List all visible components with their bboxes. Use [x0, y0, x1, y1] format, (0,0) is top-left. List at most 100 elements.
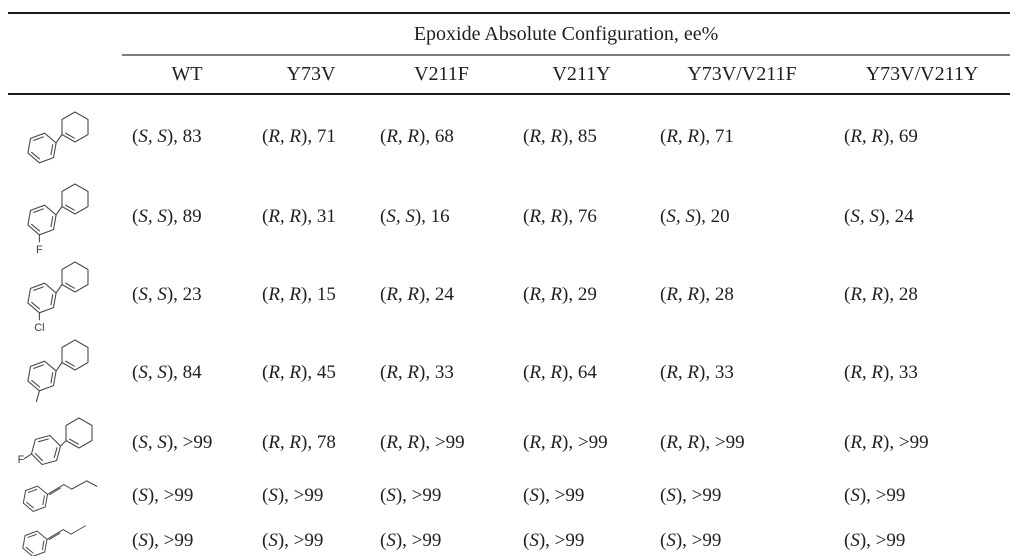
- configuration-letters: R, R: [386, 284, 420, 305]
- configuration-letters: R, R: [666, 125, 700, 147]
- ee-value-cell: (S, S), 23: [132, 284, 202, 305]
- ee-value-cell: (R, R), 64: [523, 362, 597, 383]
- ee-value-cell: (R, R), 78: [262, 432, 336, 453]
- substrate-row: (S, S), 83 (R, R), 71 (R, R), 68 (R, R), 85…: [8, 94, 1010, 178]
- substrate-structure-cell: Cl: [8, 256, 122, 334]
- configuration-letters: S: [138, 485, 148, 506]
- configuration-letters: R, R: [268, 284, 302, 305]
- substrate-row: F (S, S), 89 (R, R), 31 (S, S), 16 (R, R), 7…: [8, 178, 1010, 256]
- ee-value-cell: (S), >99: [650, 518, 834, 556]
- table-span-header: Epoxide Absolute Configuration, ee%: [122, 13, 1011, 56]
- configuration-letters: R, R: [850, 125, 884, 147]
- configuration-letters: S: [850, 485, 860, 506]
- column-header-y73v: Y73V: [252, 55, 370, 95]
- configuration-letters: R, R: [850, 362, 884, 383]
- ee-value-cell: (S), >99: [513, 518, 650, 556]
- column-header-v211y: V211Y: [513, 55, 650, 95]
- ee-value-cell: (S, S), 84: [132, 362, 202, 383]
- ee-value-cell: (S), >99: [380, 485, 442, 506]
- structure-column-blank: [8, 55, 122, 95]
- configuration-letters: R, R: [666, 284, 700, 305]
- configuration-letters: S, S: [138, 125, 167, 147]
- ee-value-cell: (S, S), 89: [132, 206, 202, 227]
- ee-value-cell: (S), >99: [660, 485, 722, 506]
- configuration-letters: S, S: [138, 362, 167, 383]
- ee-value-cell: (R, R), 45: [262, 362, 336, 383]
- substrate-structure-cell: [8, 518, 122, 556]
- ee-value-cell: (S), >99: [122, 518, 252, 556]
- configuration-letters: S, S: [850, 206, 879, 227]
- table-head: Epoxide Absolute Configuration, ee% WT Y7…: [8, 13, 1011, 95]
- ee-value-cell: (S), >99: [523, 485, 585, 506]
- configuration-letters: R, R: [850, 432, 884, 453]
- ee-value-cell: (R, R), 15: [262, 284, 336, 305]
- structure-column-blank: [8, 13, 122, 55]
- configuration-letters: S, S: [386, 206, 415, 227]
- substrate-structure-cell: [8, 474, 122, 518]
- structure-meta-label-phenyl-cyclohexenyl-icon: Cl: [27, 261, 89, 334]
- configuration-letters: S: [666, 485, 676, 506]
- ee-value-cell: (R, R), 33: [380, 362, 454, 383]
- configuration-letters: S, S: [138, 206, 167, 227]
- ee-value-cell: (S, S), 24: [844, 206, 914, 227]
- structure-phenyl-cyclohexenyl-icon: [27, 110, 89, 163]
- column-header-v211f: V211F: [370, 55, 513, 95]
- structure-phenyl-propenyl-icon: [22, 524, 86, 556]
- configuration-letters: S: [138, 529, 148, 551]
- substrate-structure-cell: F: [8, 178, 122, 256]
- configuration-letters: S: [386, 529, 396, 551]
- substrate-structure-cell: F: [8, 412, 122, 474]
- configuration-letters: R, R: [386, 125, 420, 147]
- structure-phenyl-butenyl-icon: [22, 480, 98, 512]
- ee-value-cell: (S, S), 83: [132, 125, 202, 147]
- substrate-structure-cell: [8, 94, 122, 178]
- configuration-letters: R, R: [268, 206, 302, 227]
- ee-value-cell: (S), >99: [252, 518, 370, 556]
- configuration-letters: S: [666, 529, 676, 551]
- configuration-letters: R, R: [666, 432, 700, 453]
- configuration-letters: R, R: [529, 284, 563, 305]
- structure-meta-label-phenyl-cyclohexenyl-icon: F: [27, 183, 89, 256]
- configuration-letters: R, R: [529, 362, 563, 383]
- configuration-letters: R, R: [268, 125, 302, 147]
- configuration-letters: S, S: [138, 284, 167, 305]
- configuration-letters: R, R: [386, 362, 420, 383]
- configuration-letters: S, S: [138, 432, 167, 453]
- configuration-letters: S: [268, 485, 278, 506]
- ee-value-cell: (R, R), 28: [844, 284, 918, 305]
- ee-value-cell: (S), >99: [132, 485, 194, 506]
- ee-value-cell: (R, R), 71: [660, 125, 734, 147]
- configuration-letters: R, R: [529, 432, 563, 453]
- ee-value-cell: (R, R), 31: [262, 206, 336, 227]
- ee-value-cell: (R, R), 33: [660, 362, 734, 383]
- configuration-letters: R, R: [850, 284, 884, 305]
- ee-value-cell: (S), >99: [370, 518, 513, 556]
- ee-value-cell: (R, R), 33: [844, 362, 918, 383]
- column-header-y73v-v211f: Y73V/V211F: [650, 55, 834, 95]
- ee-value-cell: (R, R), 85: [523, 125, 597, 147]
- ee-value-cell: (R, R), >99: [380, 432, 465, 453]
- configuration-letters: R, R: [529, 206, 563, 227]
- epoxide-ee-table: Epoxide Absolute Configuration, ee% WT Y7…: [8, 12, 1011, 556]
- substituent-label: F: [18, 454, 25, 466]
- structure-para-label-phenyl-cyclohexenyl-icon: F: [18, 417, 93, 466]
- ee-value-cell: (S), >99: [262, 485, 324, 506]
- substrate-row: (S), >99 (S), >99 (S), >99 (S), >99 (S), >99…: [8, 474, 1010, 518]
- ee-value-cell: (R, R), 71: [262, 125, 336, 147]
- substituent-label: Cl: [34, 322, 44, 334]
- substrate-row: (S), >99 (S), >99 (S), >99 (S), >99 (S), >99…: [8, 518, 1011, 556]
- span-header-row: Epoxide Absolute Configuration, ee%: [8, 13, 1011, 56]
- column-header-row: WT Y73V V211F V211Y Y73V/V211F Y73V/V211Y: [8, 55, 1011, 95]
- substrate-row: (S, S), 84 (R, R), 45 (R, R), 33 (R, R), 64…: [8, 334, 1010, 412]
- configuration-letters: R, R: [268, 432, 302, 453]
- ee-value-cell: (R, R), 24: [380, 284, 454, 305]
- configuration-letters: R, R: [666, 362, 700, 383]
- ee-value-cell: (R, R), >99: [660, 432, 745, 453]
- configuration-letters: S, S: [666, 206, 695, 227]
- configuration-letters: S: [529, 529, 539, 551]
- ee-value-cell: (R, R), 76: [523, 206, 597, 227]
- configuration-letters: S: [529, 485, 539, 506]
- column-header-wt: WT: [122, 55, 252, 95]
- ee-value-cell: (R, R), >99: [523, 432, 608, 453]
- configuration-letters: S: [850, 529, 860, 551]
